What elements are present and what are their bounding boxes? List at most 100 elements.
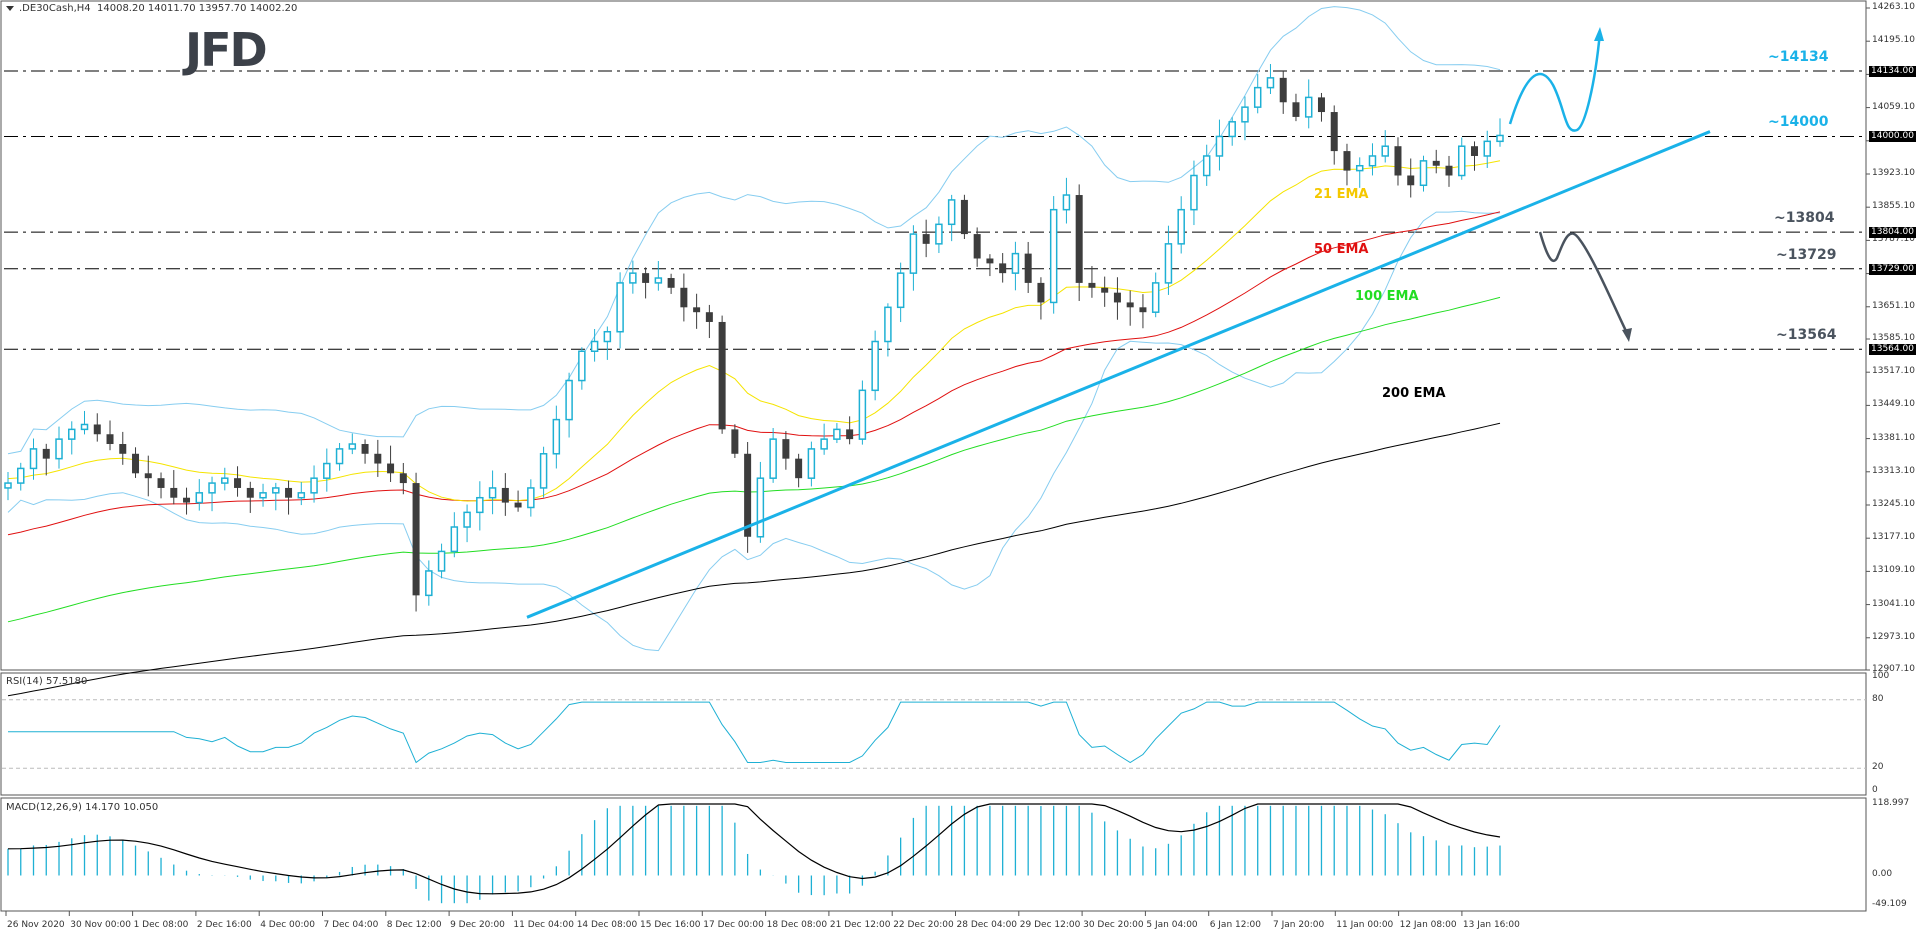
candle-bull (820, 438, 828, 450)
candle-bear (642, 273, 650, 283)
time-tick-label: 18 Dec 08:00 (766, 920, 828, 930)
candle-bull (335, 448, 344, 465)
price-tick-label: 13855.10 (1872, 201, 1915, 212)
candle-bull (1253, 86, 1262, 108)
price-tick-label: 13109.10 (1872, 565, 1915, 576)
candle-bear (1470, 146, 1478, 156)
price-tick-label: 13313.10 (1872, 465, 1915, 476)
ohlc-values: 14008.20 14011.70 13957.70 14002.20 (97, 3, 298, 14)
candle-bull (1164, 243, 1173, 284)
candle-bear (1113, 292, 1121, 303)
candle-bear (1330, 112, 1338, 152)
candle-bull (565, 379, 573, 421)
ema100-line (7, 296, 1501, 623)
candle-bull (476, 496, 484, 514)
candle-bull (348, 443, 357, 450)
candle-bull (29, 448, 38, 470)
candle-bull (1215, 135, 1224, 157)
bollinger-lower (7, 210, 1501, 652)
price-tick-label: 14263.10 (1872, 2, 1915, 12)
time-tick-label: 12 Jan 08:00 (1399, 920, 1457, 930)
price-tick-label: 12973.10 (1872, 631, 1915, 642)
support-trendline (526, 130, 1711, 619)
price-tick-label: 14195.10 (1872, 35, 1915, 46)
symbol-name: .DE30Cash,H4 (19, 3, 91, 14)
price-tick-label: 13041.10 (1872, 598, 1915, 609)
candle-bear (1432, 160, 1440, 166)
candle-bull (833, 428, 841, 440)
time-tick-label: 6 Jan 12:00 (1209, 920, 1261, 930)
candle-bear (183, 497, 191, 503)
candle-bull (68, 428, 76, 440)
time-tick-label: 28 Dec 04:00 (956, 920, 1018, 930)
candle-bull (208, 482, 216, 494)
collapse-triangle-icon[interactable] (6, 5, 14, 11)
time-tick-label: 15 Dec 16:00 (640, 920, 701, 930)
candle-bull (4, 482, 12, 489)
candle-bull (1419, 160, 1428, 187)
candle-bull (629, 272, 637, 284)
candle-bull (1049, 208, 1058, 304)
level-price-box: 14000.00 (1869, 131, 1916, 143)
candle-bear (387, 463, 395, 474)
candle-bear (374, 453, 382, 464)
level-label: ~14134 (1768, 49, 1829, 66)
rsi-panel-frame (0, 672, 1867, 796)
candle-bull (463, 511, 471, 528)
bullish-scenario-arrow (1508, 31, 1602, 132)
level-price-box: 14134.00 (1869, 66, 1916, 78)
candle-bear (693, 307, 701, 313)
candle-bear (922, 234, 930, 244)
candle-bear (744, 453, 752, 537)
arrow-head-icon (1622, 328, 1632, 342)
macd-tick-label: -49.109 (1872, 899, 1907, 909)
candle-bull (1368, 155, 1377, 167)
candle-bear (1126, 302, 1134, 308)
candle-bull (616, 282, 624, 333)
candle-bull (552, 418, 561, 455)
candle-bear (1292, 102, 1300, 117)
candle-bear (986, 258, 994, 264)
candle-bull (807, 448, 816, 479)
candle-bull (310, 477, 318, 494)
jfd-logo: JFD (185, 23, 268, 77)
rsi-tick-label: 0 (1872, 785, 1878, 795)
candle-bull (947, 199, 956, 226)
candle-bull (80, 423, 89, 431)
candle-bear (1407, 175, 1415, 186)
time-tick-label: 22 Dec 20:00 (893, 920, 954, 930)
candle-bear (973, 234, 981, 259)
candle-bull (1266, 77, 1275, 89)
candle-bull (323, 462, 331, 479)
bollinger-upper (7, 6, 1501, 455)
candle-bull (935, 223, 943, 245)
time-tick-label: 9 Dec 20:00 (450, 920, 505, 930)
candle-bull (539, 453, 548, 489)
candle-bull (259, 492, 267, 499)
candle-bull (1151, 282, 1160, 313)
level-price-box: 13564.00 (1869, 344, 1916, 356)
candle-bull (578, 350, 586, 382)
candle-bull (1177, 208, 1185, 245)
candle-bear (170, 487, 178, 498)
candle-bull (769, 438, 777, 479)
ema-label: 100 EMA (1355, 289, 1419, 304)
time-tick-label: 11 Dec 04:00 (513, 920, 574, 930)
candle-bear (132, 453, 140, 474)
candle-bull (1011, 252, 1020, 274)
candle-bear (42, 448, 50, 459)
ema50-line (7, 211, 1501, 536)
candle-bull (1496, 134, 1504, 143)
time-tick-label: 5 Jan 04:00 (1146, 920, 1198, 930)
rsi-tick-label: 20 (1872, 762, 1884, 773)
time-tick-label: 7 Jan 20:00 (1273, 920, 1325, 930)
candle-bull (221, 477, 229, 484)
candle-bear (106, 434, 114, 445)
candle-bear (960, 199, 968, 235)
candle-bear (93, 424, 101, 435)
candle-bull (1304, 96, 1313, 118)
candle-bull (896, 272, 905, 309)
candle-bear (234, 478, 242, 488)
